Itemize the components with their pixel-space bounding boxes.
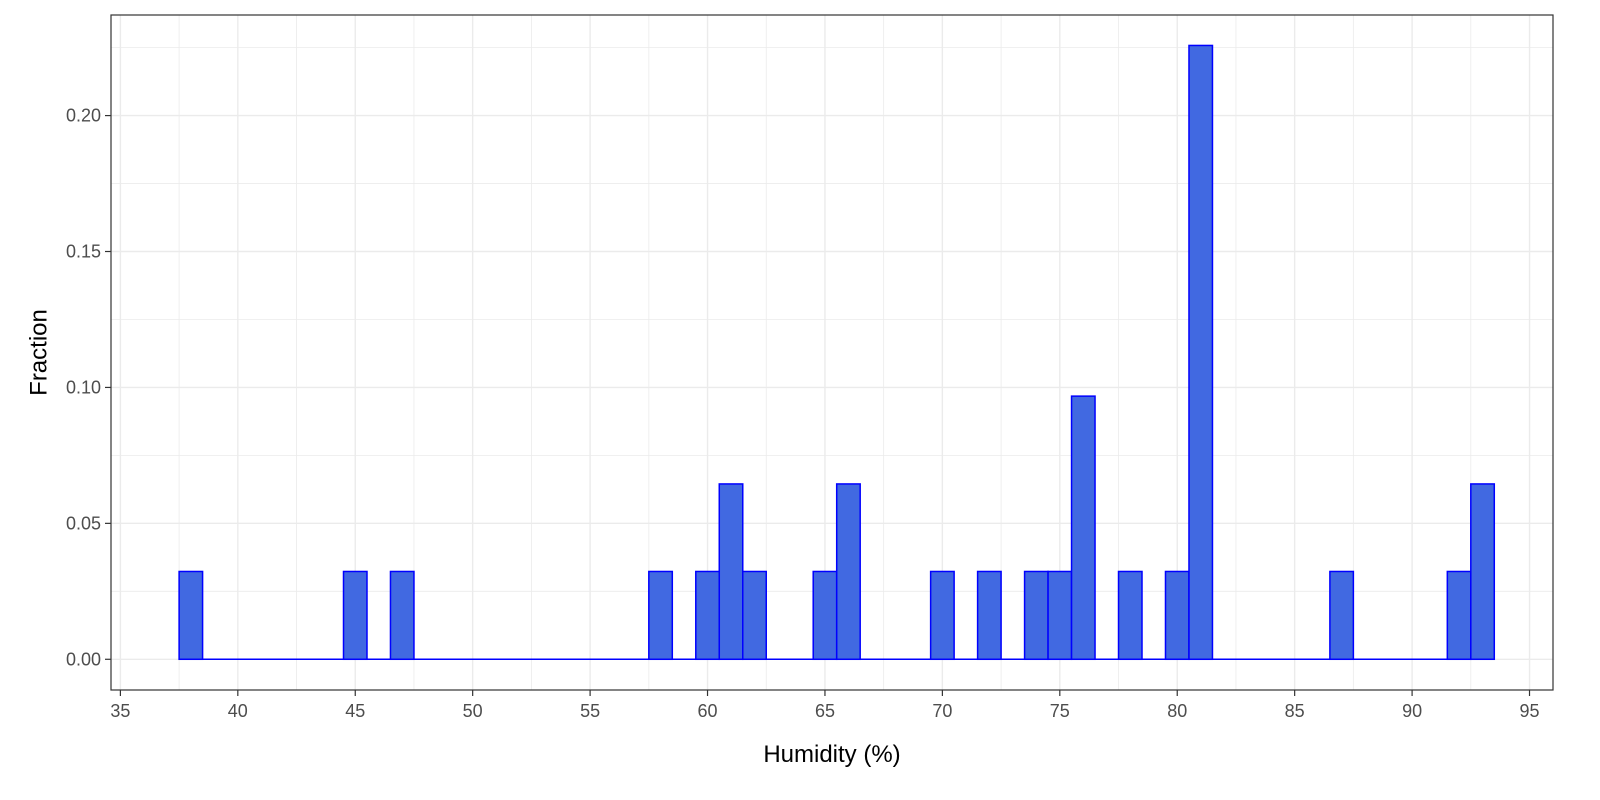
x-tick-label: 55 (580, 701, 600, 721)
x-axis-title: Humidity (%) (763, 741, 900, 768)
histogram-bar (929, 570, 955, 661)
histogram-bar (178, 570, 204, 661)
x-tick-label: 65 (815, 701, 835, 721)
x-tick-label: 45 (345, 701, 365, 721)
histogram-bar (1047, 570, 1073, 661)
histogram-bar (1164, 570, 1190, 661)
x-tick-label: 75 (1050, 701, 1070, 721)
x-axis-ticks: 35 40 45 50 55 60 65 70 75 80 85 90 95 (110, 690, 1540, 721)
panel-border (110, 14, 1554, 691)
x-tick-label: 85 (1285, 701, 1305, 721)
y-tick-label: 0.10 (66, 377, 101, 397)
x-tick-label: 95 (1519, 701, 1539, 721)
histogram-bar (342, 570, 368, 661)
histogram-bar (976, 570, 1002, 661)
histogram-bar (695, 570, 721, 661)
y-tick-label: 0.05 (66, 513, 101, 533)
x-tick-label: 60 (698, 701, 718, 721)
histogram-bar (389, 570, 415, 661)
histogram-bar (1446, 570, 1472, 661)
x-tick-label: 90 (1402, 701, 1422, 721)
x-tick-label: 70 (932, 701, 952, 721)
histogram-bar (1070, 395, 1096, 661)
histogram-bars (178, 44, 1496, 661)
histogram-bar (1470, 483, 1496, 661)
y-axis-title: Fraction (25, 309, 52, 396)
histogram-bar (742, 570, 767, 661)
x-tick-label: 40 (228, 701, 248, 721)
y-axis-ticks: 0.00 0.05 0.10 0.15 0.20 (66, 106, 111, 669)
x-tick-label: 80 (1167, 701, 1187, 721)
y-tick-label: 0.15 (66, 242, 101, 262)
histogram-bar (1023, 570, 1049, 661)
y-tick-label: 0.00 (66, 649, 101, 669)
histogram-bar (835, 483, 861, 661)
y-tick-label: 0.20 (66, 106, 101, 126)
x-tick-label: 50 (463, 701, 483, 721)
histogram-bar (1117, 570, 1143, 661)
x-tick-label: 35 (110, 701, 130, 721)
histogram-bar (718, 483, 744, 661)
histogram-bar (812, 570, 838, 661)
histogram-bar (1188, 44, 1214, 661)
histogram-bar (1329, 570, 1355, 661)
histogram-bar (648, 570, 674, 661)
